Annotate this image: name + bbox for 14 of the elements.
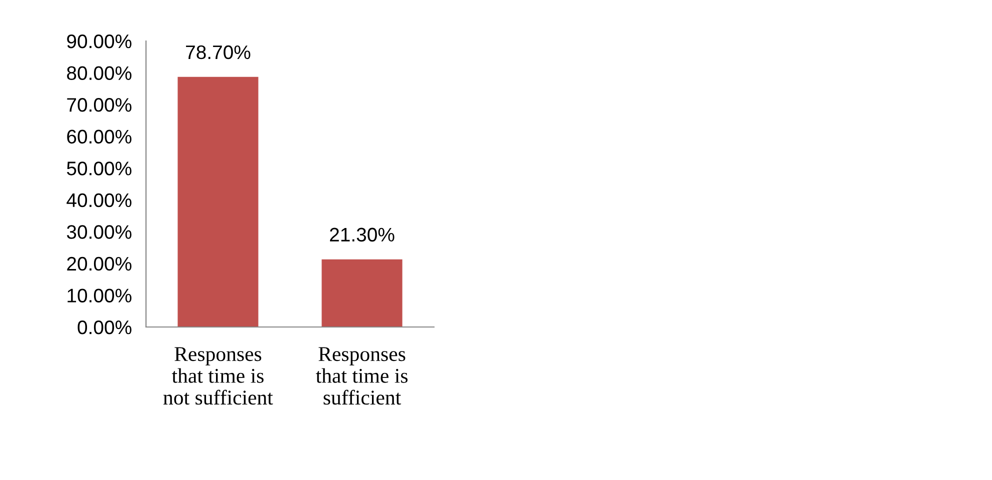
y-tick-label: 50.00% [66, 162, 132, 176]
data-label: 21.30% [330, 228, 394, 242]
y-tick-label: 90.00% [67, 34, 132, 48]
y-tick-label: 20.00% [67, 256, 132, 271]
x-tick-label: Responses that time is not sufficient [163, 347, 273, 405]
y-tick-label: 60.00% [67, 130, 132, 144]
y-tick-label: 40.00% [66, 193, 132, 208]
y-tick-label: 30.00% [66, 225, 132, 239]
y-tick-label: 0.00% [78, 320, 132, 334]
y-tick-label: 10.00% [68, 288, 132, 302]
data-label: 78.70% [186, 45, 250, 60]
x-tick-label: Responses that time is sufficient [316, 347, 408, 405]
y-tick-label: 80.00% [67, 66, 132, 80]
y-tick-label: 70.00% [67, 98, 132, 112]
